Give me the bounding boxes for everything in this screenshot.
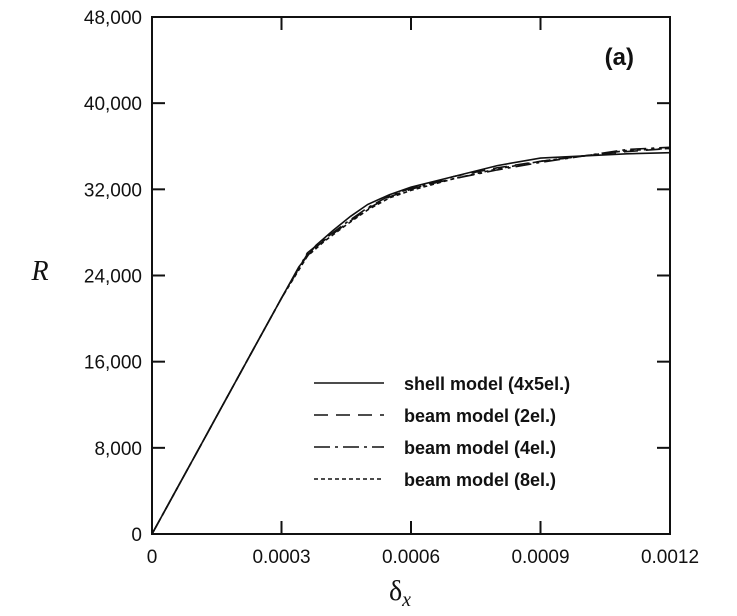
y-tick-label: 0 [131, 525, 142, 546]
x-tick-labels: 0 0.0003 0.0006 0.0009 0.0012 [147, 547, 699, 568]
y-tick-label: 24,000 [84, 267, 142, 288]
x-axis-title: δx [389, 576, 411, 611]
y-tick-label: 8,000 [94, 439, 142, 460]
y-tick-label: 16,000 [84, 353, 142, 374]
legend-label: beam model (8el.) [404, 470, 556, 490]
y-tick-labels: 0 8,000 16,000 24,000 32,000 40,000 48,000 [84, 8, 142, 546]
axis-ticks [152, 17, 670, 534]
x-tick-label: 0.0012 [641, 547, 699, 568]
legend-label: beam model (4el.) [404, 438, 556, 458]
series-layer [151, 146, 671, 535]
y-tick-label: 40,000 [84, 94, 142, 115]
x-tick-label: 0.0009 [511, 547, 569, 568]
x-tick-label: 0 [147, 547, 158, 568]
x-axis-title-main: δ [389, 576, 402, 607]
series-line [151, 147, 671, 535]
legend: shell model (4x5el.) beam model (2el.) bea… [314, 374, 570, 490]
y-tick-label: 48,000 [84, 8, 142, 29]
x-axis-title-sub: x [401, 589, 411, 611]
y-axis-title: R [30, 256, 48, 287]
legend-label: beam model (2el.) [404, 406, 556, 426]
x-tick-label: 0.0006 [382, 547, 440, 568]
panel-label: (a) [605, 44, 634, 71]
y-tick-label: 32,000 [84, 180, 142, 201]
x-tick-label: 0.0003 [252, 547, 310, 568]
legend-label: shell model (4x5el.) [404, 374, 570, 394]
